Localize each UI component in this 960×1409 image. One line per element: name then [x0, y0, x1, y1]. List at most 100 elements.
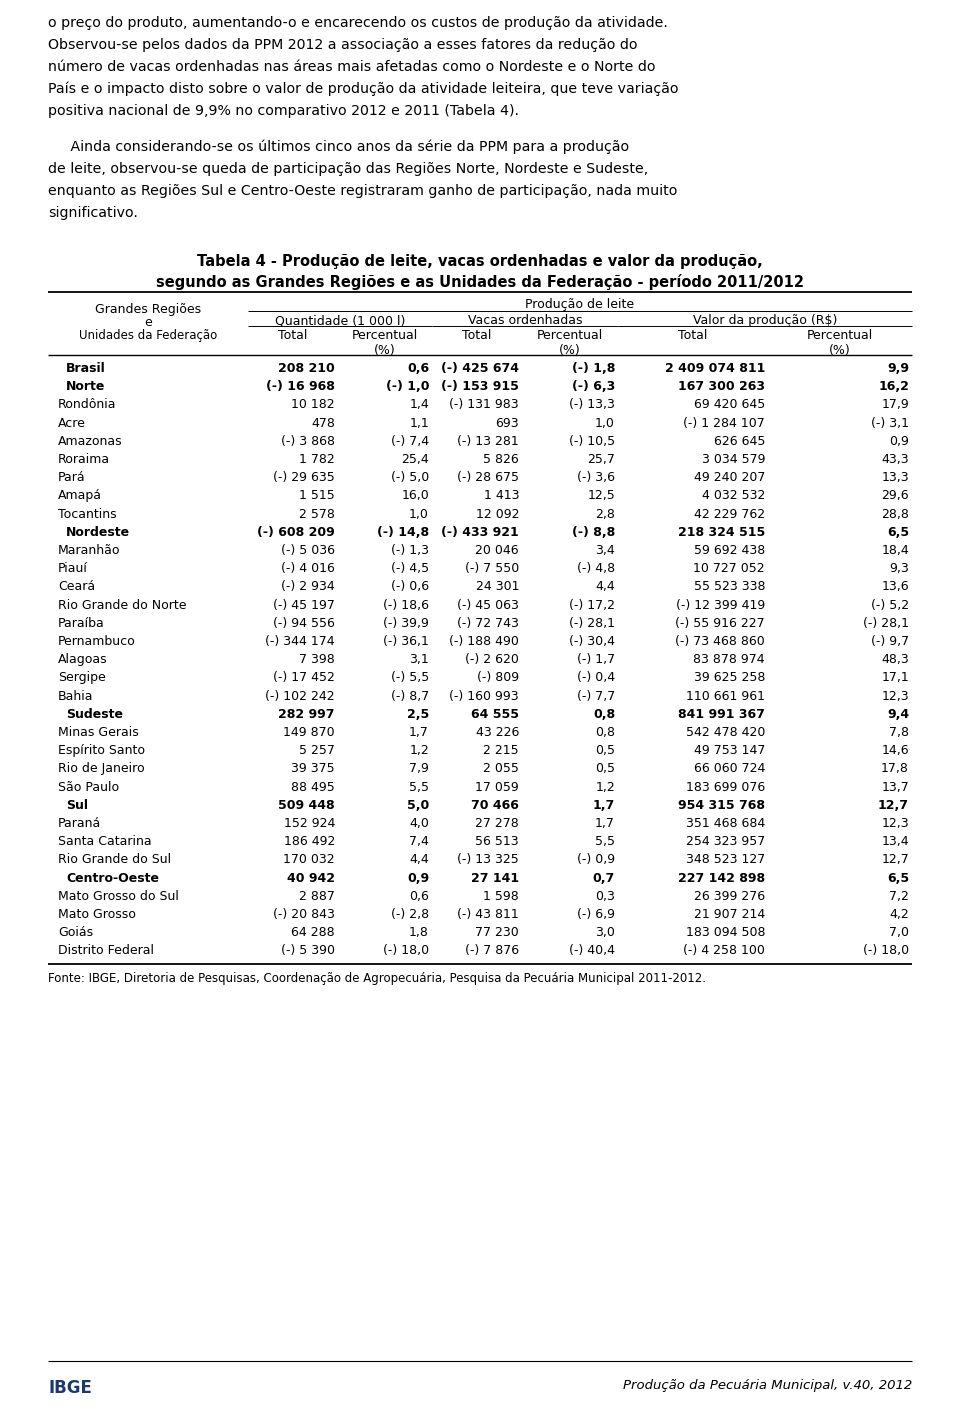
Text: 14,6: 14,6: [881, 744, 909, 757]
Text: Norte: Norte: [66, 380, 106, 393]
Text: Pernambuco: Pernambuco: [58, 635, 135, 648]
Text: 183 094 508: 183 094 508: [685, 926, 765, 940]
Text: 16,2: 16,2: [878, 380, 909, 393]
Text: (-) 73 468 860: (-) 73 468 860: [675, 635, 765, 648]
Text: (-) 28,1: (-) 28,1: [569, 617, 615, 630]
Text: 9,9: 9,9: [887, 362, 909, 375]
Text: 2,5: 2,5: [407, 707, 429, 721]
Text: 69 420 645: 69 420 645: [694, 399, 765, 411]
Text: 478: 478: [311, 417, 335, 430]
Text: (-) 0,4: (-) 0,4: [577, 672, 615, 685]
Text: (-) 6,3: (-) 6,3: [572, 380, 615, 393]
Text: (-) 7,7: (-) 7,7: [577, 689, 615, 703]
Text: (-) 5,0: (-) 5,0: [391, 471, 429, 485]
Text: 2 578: 2 578: [300, 507, 335, 520]
Text: Bahia: Bahia: [58, 689, 93, 703]
Text: 841 991 367: 841 991 367: [678, 707, 765, 721]
Text: Vacas ordenhadas: Vacas ordenhadas: [468, 314, 583, 327]
Text: 3,0: 3,0: [595, 926, 615, 940]
Text: 66 060 724: 66 060 724: [694, 762, 765, 775]
Text: 218 324 515: 218 324 515: [678, 526, 765, 538]
Text: (-) 7 876: (-) 7 876: [465, 944, 519, 957]
Text: (-) 131 983: (-) 131 983: [449, 399, 519, 411]
Text: 1,4: 1,4: [409, 399, 429, 411]
Text: (-) 18,0: (-) 18,0: [863, 944, 909, 957]
Text: (-) 3,1: (-) 3,1: [871, 417, 909, 430]
Text: número de vacas ordenhadas nas áreas mais afetadas como o Nordeste e o Norte do: número de vacas ordenhadas nas áreas mai…: [48, 61, 656, 75]
Text: 0,8: 0,8: [593, 707, 615, 721]
Text: 27 278: 27 278: [475, 817, 519, 830]
Text: (-) 1,0: (-) 1,0: [386, 380, 429, 393]
Text: 9,4: 9,4: [887, 707, 909, 721]
Text: Percentual
(%): Percentual (%): [537, 328, 603, 356]
Text: 18,4: 18,4: [881, 544, 909, 557]
Text: 351 468 684: 351 468 684: [685, 817, 765, 830]
Text: 1,7: 1,7: [409, 726, 429, 738]
Text: 7,9: 7,9: [409, 762, 429, 775]
Text: (-) 28 675: (-) 28 675: [457, 471, 519, 485]
Text: 55 523 338: 55 523 338: [693, 581, 765, 593]
Text: 4,4: 4,4: [595, 581, 615, 593]
Text: (-) 72 743: (-) 72 743: [457, 617, 519, 630]
Text: 17,8: 17,8: [881, 762, 909, 775]
Text: Santa Catarina: Santa Catarina: [58, 836, 152, 848]
Text: 17,9: 17,9: [881, 399, 909, 411]
Text: (-) 433 921: (-) 433 921: [442, 526, 519, 538]
Text: (-) 0,6: (-) 0,6: [391, 581, 429, 593]
Text: (-) 2,8: (-) 2,8: [391, 907, 429, 921]
Text: Pará: Pará: [58, 471, 85, 485]
Text: Minas Gerais: Minas Gerais: [58, 726, 139, 738]
Text: Amapá: Amapá: [58, 489, 102, 503]
Text: 7,8: 7,8: [889, 726, 909, 738]
Text: (-) 16 968: (-) 16 968: [266, 380, 335, 393]
Text: 6,5: 6,5: [887, 872, 909, 885]
Text: 954 315 768: 954 315 768: [678, 799, 765, 812]
Text: (-) 4,5: (-) 4,5: [391, 562, 429, 575]
Text: IBGE: IBGE: [48, 1379, 92, 1396]
Text: (-) 13,3: (-) 13,3: [569, 399, 615, 411]
Text: (-) 425 674: (-) 425 674: [441, 362, 519, 375]
Text: 0,6: 0,6: [409, 890, 429, 903]
Text: Tocantins: Tocantins: [58, 507, 116, 520]
Text: Sudeste: Sudeste: [66, 707, 123, 721]
Text: 13,4: 13,4: [881, 836, 909, 848]
Text: 3 034 579: 3 034 579: [702, 454, 765, 466]
Text: 5 826: 5 826: [483, 454, 519, 466]
Text: de leite, observou-se queda de participação das Regiões Norte, Nordeste e Sudest: de leite, observou-se queda de participa…: [48, 162, 648, 176]
Text: (-) 7,4: (-) 7,4: [391, 435, 429, 448]
Text: (-) 188 490: (-) 188 490: [449, 635, 519, 648]
Text: (-) 0,9: (-) 0,9: [577, 854, 615, 867]
Text: 152 924: 152 924: [283, 817, 335, 830]
Text: (-) 55 916 227: (-) 55 916 227: [676, 617, 765, 630]
Text: Distrito Federal: Distrito Federal: [58, 944, 154, 957]
Text: 0,9: 0,9: [407, 872, 429, 885]
Text: Total: Total: [463, 328, 492, 342]
Text: 1 413: 1 413: [484, 489, 519, 503]
Text: Produção da Pecuária Municipal, v.40, 2012: Produção da Pecuária Municipal, v.40, 20…: [623, 1379, 912, 1392]
Text: (-) 18,6: (-) 18,6: [383, 599, 429, 612]
Text: 5,5: 5,5: [595, 836, 615, 848]
Text: (-) 43 811: (-) 43 811: [457, 907, 519, 921]
Text: 29,6: 29,6: [881, 489, 909, 503]
Text: 1,2: 1,2: [409, 744, 429, 757]
Text: positiva nacional de 9,9% no comparativo 2012 e 2011 (Tabela 4).: positiva nacional de 9,9% no comparativo…: [48, 104, 519, 118]
Text: (-) 20 843: (-) 20 843: [274, 907, 335, 921]
Text: 12,7: 12,7: [878, 799, 909, 812]
Text: 208 210: 208 210: [278, 362, 335, 375]
Text: 64 555: 64 555: [471, 707, 519, 721]
Text: Valor da produção (R$): Valor da produção (R$): [693, 314, 837, 327]
Text: Quantidade (1 000 l): Quantidade (1 000 l): [275, 314, 405, 327]
Text: Ceará: Ceará: [58, 581, 95, 593]
Text: 49 753 147: 49 753 147: [694, 744, 765, 757]
Text: Percentual
(%): Percentual (%): [352, 328, 419, 356]
Text: (-) 5 390: (-) 5 390: [281, 944, 335, 957]
Text: 1,7: 1,7: [595, 817, 615, 830]
Text: (-) 30,4: (-) 30,4: [569, 635, 615, 648]
Text: São Paulo: São Paulo: [58, 781, 119, 793]
Text: 17,1: 17,1: [881, 672, 909, 685]
Text: 24 301: 24 301: [475, 581, 519, 593]
Text: 39 375: 39 375: [292, 762, 335, 775]
Text: Paraná: Paraná: [58, 817, 101, 830]
Text: 227 142 898: 227 142 898: [678, 872, 765, 885]
Text: 1,2: 1,2: [595, 781, 615, 793]
